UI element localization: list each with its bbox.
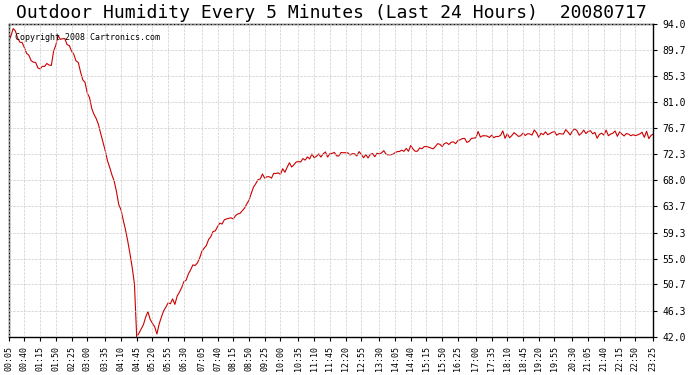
Title: Outdoor Humidity Every 5 Minutes (Last 24 Hours)  20080717: Outdoor Humidity Every 5 Minutes (Last 2… [16, 4, 647, 22]
Text: Copyright 2008 Cartronics.com: Copyright 2008 Cartronics.com [15, 33, 160, 42]
